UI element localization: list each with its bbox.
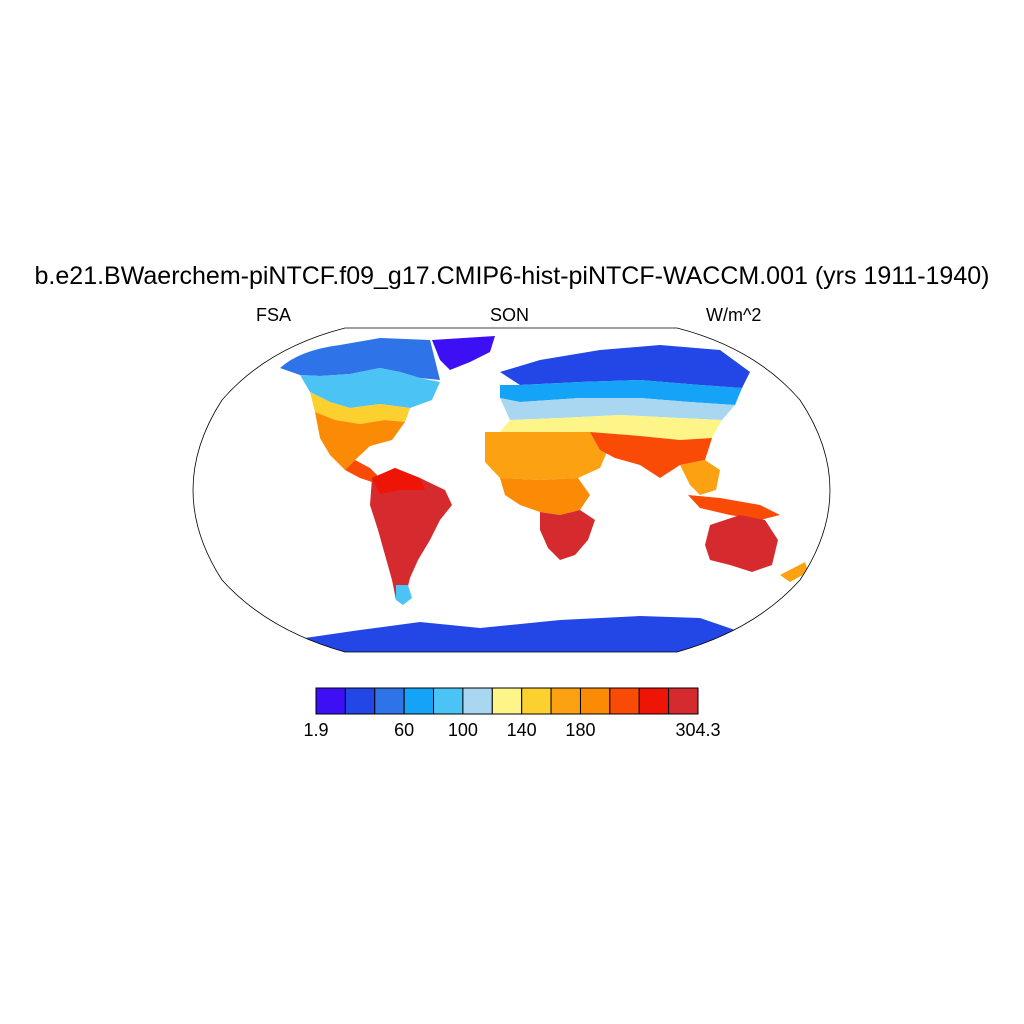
eurasia-midlat — [500, 398, 735, 420]
colorbar-swatch — [462, 687, 493, 715]
map-border — [192, 327, 831, 653]
eurasia-temperate — [500, 415, 722, 440]
colorbar-swatch — [403, 687, 435, 715]
south-asia — [590, 432, 712, 478]
colorbar-swatch — [433, 687, 464, 715]
north-america-polar — [280, 338, 440, 380]
colorbar-swatch — [521, 687, 552, 715]
colorbar-tick-label: 140 — [506, 720, 537, 740]
colorbar-swatch — [550, 687, 581, 715]
north-america-south — [315, 412, 405, 470]
new-zealand — [780, 562, 808, 582]
africa-south — [540, 510, 595, 560]
africa-central — [500, 478, 590, 515]
indonesia — [688, 495, 780, 520]
colorbar-tick-label: 60 — [394, 720, 415, 740]
colorbar-tick-label: 304.3 — [675, 720, 721, 740]
australia — [705, 515, 778, 572]
colorbar-swatch — [668, 687, 699, 715]
south-america-tip — [396, 585, 412, 605]
central-america — [345, 460, 380, 482]
colorbar-swatch — [579, 687, 611, 715]
colorbar-swatch — [344, 687, 376, 715]
season-label: SON — [490, 305, 530, 325]
colorbar-tick-label: 100 — [447, 720, 478, 740]
eurasia-subpolar — [500, 380, 742, 405]
colorbar-swatch — [374, 687, 405, 715]
colorbar-swatch — [638, 687, 670, 715]
eurasia-polar — [500, 345, 750, 388]
variable-label: FSA — [256, 305, 292, 325]
greenland — [432, 336, 495, 370]
southeast-asia — [680, 460, 720, 495]
antarctica — [305, 616, 735, 652]
north-africa — [485, 432, 610, 480]
colorbar-swatch — [609, 687, 640, 715]
colorbar-swatch — [491, 687, 523, 715]
plot-title: b.e21.BWaerchem-piNTCF.f09_g17.CMIP6-his… — [34, 262, 990, 290]
colorbar-swatch — [315, 687, 346, 715]
south-america-north — [372, 468, 425, 494]
south-america — [370, 468, 452, 600]
north-america-midlat — [300, 368, 440, 408]
north-america-temperate — [310, 392, 410, 424]
colorbar-tick-label: 1.9 — [303, 720, 329, 740]
units-label: W/m^2 — [706, 305, 762, 325]
colorbar-tick-label: 180 — [565, 720, 596, 740]
